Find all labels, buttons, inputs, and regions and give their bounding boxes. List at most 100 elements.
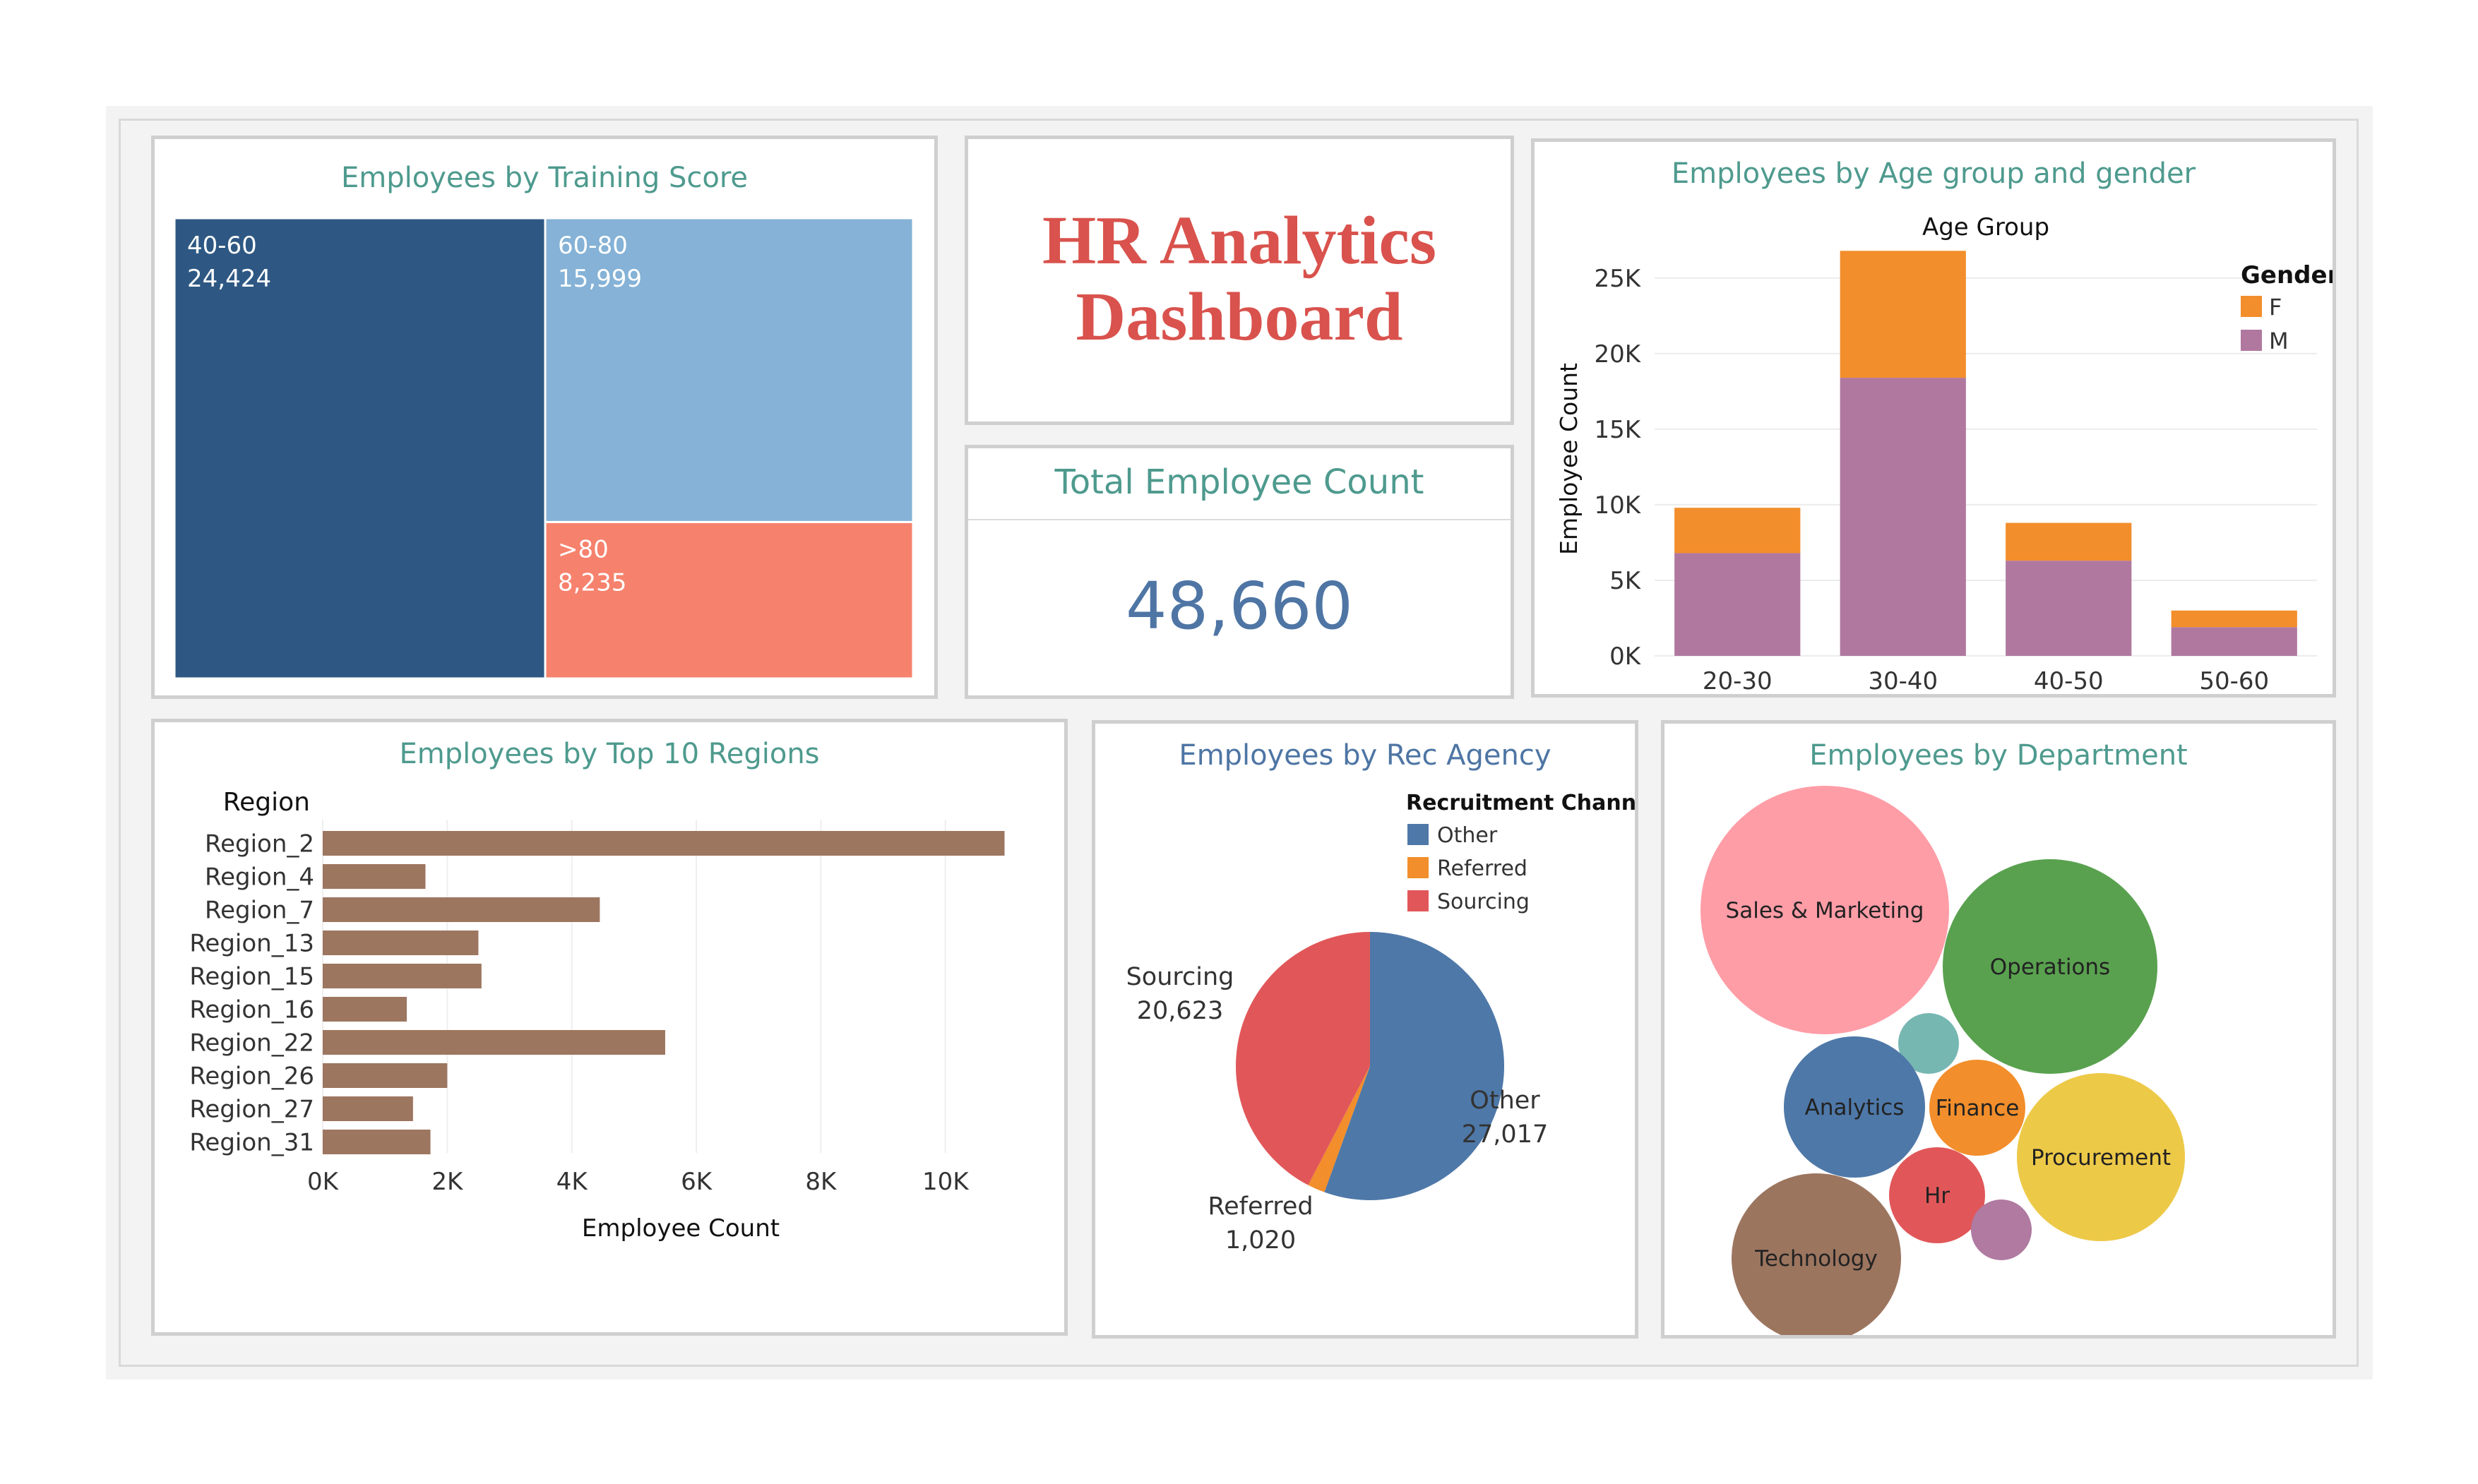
x-axis-title: Age Group — [1922, 213, 2049, 241]
region-bar — [323, 831, 1005, 856]
department-bubble — [1700, 786, 1949, 1034]
x-tick-label: 4K — [556, 1168, 589, 1196]
pie-slice — [1308, 1066, 1370, 1192]
department-label: Operations — [1990, 955, 2110, 980]
age-gender-chart: Age Group Employee Count 0K 5K 10K 15K 20K 25K 2… — [1555, 213, 2333, 694]
legend-label: Referred — [1437, 856, 1527, 881]
department-label: Finance — [1936, 1096, 2020, 1121]
region-bar — [323, 964, 482, 988]
agency-pie-chart: Other 27,017 Referred 1,020 Sourcing 20,623 Re… — [1126, 791, 1635, 1255]
region-bar — [323, 1063, 448, 1088]
region-bar — [323, 1096, 413, 1121]
region-label: Region_7 — [205, 897, 314, 925]
department-bubble — [1784, 1036, 1925, 1178]
pie-value: 20,623 — [1137, 997, 1223, 1025]
x-tick-label: 30-40 — [1868, 667, 1938, 694]
legend-swatch — [2241, 330, 2262, 351]
region-label: Region_4 — [205, 863, 314, 892]
title-panel: HR Analytics Dashboard — [965, 136, 1514, 425]
department-bubble — [1929, 1060, 2025, 1156]
regions-chart: 0K 2K 4K 6K 8K 10K Region Region_2 Region_4 Regio… — [189, 788, 1005, 1243]
region-label: Region_13 — [189, 930, 314, 958]
legend-label: F — [2269, 294, 2282, 321]
bar-segment — [2171, 627, 2297, 656]
x-tick-label: 40-50 — [2034, 667, 2104, 694]
department-label: Hr — [1924, 1183, 1950, 1209]
pie-slice — [1236, 932, 1370, 1185]
department-bubble — [1898, 1013, 1959, 1074]
y-axis-title: Region — [223, 788, 310, 817]
regions-panel: Employees by Top 10 Regions 0K 2K 4K 6K 8K 10… — [151, 719, 1068, 1336]
bar-segment — [1674, 553, 1801, 656]
y-tick-label: 10K — [1594, 491, 1641, 520]
region-label: Region_2 — [205, 830, 314, 858]
legend-title: Gender — [2241, 261, 2333, 289]
treemap-label: 40-60 — [187, 232, 257, 260]
pie-label: Referred — [1208, 1192, 1313, 1221]
department-bubble — [1943, 859, 2157, 1074]
age-gender-panel: Employees by Age group and gender Age Gr… — [1531, 138, 2336, 698]
treemap-label: >80 — [558, 535, 609, 563]
agency-panel: Employees by Rec Agency Other 27,017 Refer… — [1092, 720, 1638, 1339]
region-bar — [323, 931, 479, 955]
bar-segment — [1840, 378, 1966, 656]
pie-slice — [1324, 932, 1504, 1200]
legend-swatch — [2241, 296, 2262, 317]
bar-segment — [2006, 522, 2132, 561]
kpi-value: 48,660 — [1126, 568, 1353, 644]
y-tick-label: 5K — [1609, 567, 1642, 595]
treemap-value: 15,999 — [558, 265, 642, 293]
x-tick-label: 8K — [805, 1168, 838, 1196]
treemap-cell — [544, 217, 915, 523]
region-bar — [323, 864, 426, 889]
treemap-cell — [173, 217, 547, 680]
y-tick-label: 25K — [1594, 265, 1641, 293]
department-bubble-chart: Sales & Marketing Operations Analytics Fina… — [1700, 786, 2185, 1335]
legend-label: Sourcing — [1437, 890, 1530, 914]
region-bar — [323, 997, 407, 1022]
department-label: Technology — [1754, 1246, 1878, 1271]
department-panel: Employees by Department Sales & Marketin… — [1661, 720, 2336, 1339]
bar-segment — [1674, 508, 1801, 553]
legend-swatch — [1407, 824, 1429, 845]
agency-title: Employees by Rec Agency — [1179, 739, 1551, 772]
dashboard-title: HR Analytics Dashboard — [1042, 203, 1437, 355]
pie-value: 27,017 — [1462, 1120, 1548, 1149]
region-label: Region_15 — [189, 963, 314, 991]
department-bubble — [1732, 1173, 1901, 1335]
treemap-value: 8,235 — [558, 568, 626, 597]
department-bubble — [1889, 1147, 1985, 1243]
training-score-panel: Employees by Training Score 40-60 24,424 6… — [151, 136, 938, 699]
x-tick-label: 10K — [922, 1168, 970, 1196]
training-treemap: 40-60 24,424 60-80 15,999 >80 8,235 — [173, 217, 915, 680]
pie-value: 1,020 — [1225, 1226, 1296, 1255]
kpi-title: Total Employee Count — [1054, 462, 1424, 502]
regions-title: Employees by Top 10 Regions — [399, 738, 820, 770]
legend-label: Other — [1437, 823, 1498, 848]
department-title: Employees by Department — [1809, 739, 2188, 772]
treemap-label: 60-80 — [558, 232, 628, 260]
x-tick-label: 50-60 — [2199, 667, 2269, 694]
x-tick-label: 20-30 — [1703, 667, 1773, 694]
pie-label: Other — [1470, 1087, 1540, 1115]
x-tick-label: 0K — [307, 1168, 340, 1196]
region-bar — [323, 1130, 431, 1154]
legend-swatch — [1407, 857, 1429, 878]
bar-segment — [2006, 561, 2132, 656]
x-tick-label: 2K — [431, 1168, 464, 1196]
dashboard-frame — [119, 119, 2359, 1367]
age-gender-title: Employees by Age group and gender — [1671, 157, 2196, 190]
legend-swatch — [1407, 890, 1429, 911]
region-label: Region_22 — [189, 1029, 314, 1058]
bar-segment — [1840, 251, 1966, 378]
kpi-panel: Total Employee Count 48,660 — [965, 445, 1514, 699]
y-tick-label: 0K — [1609, 642, 1642, 671]
x-tick-label: 6K — [681, 1168, 713, 1196]
region-bar — [323, 1030, 665, 1055]
legend-label: M — [2269, 328, 2289, 354]
kpi-divider — [968, 519, 1511, 520]
y-tick-label: 20K — [1594, 340, 1641, 369]
department-label: Sales & Marketing — [1726, 898, 1924, 923]
treemap-cell — [544, 520, 915, 680]
department-label: Procurement — [2031, 1145, 2171, 1171]
